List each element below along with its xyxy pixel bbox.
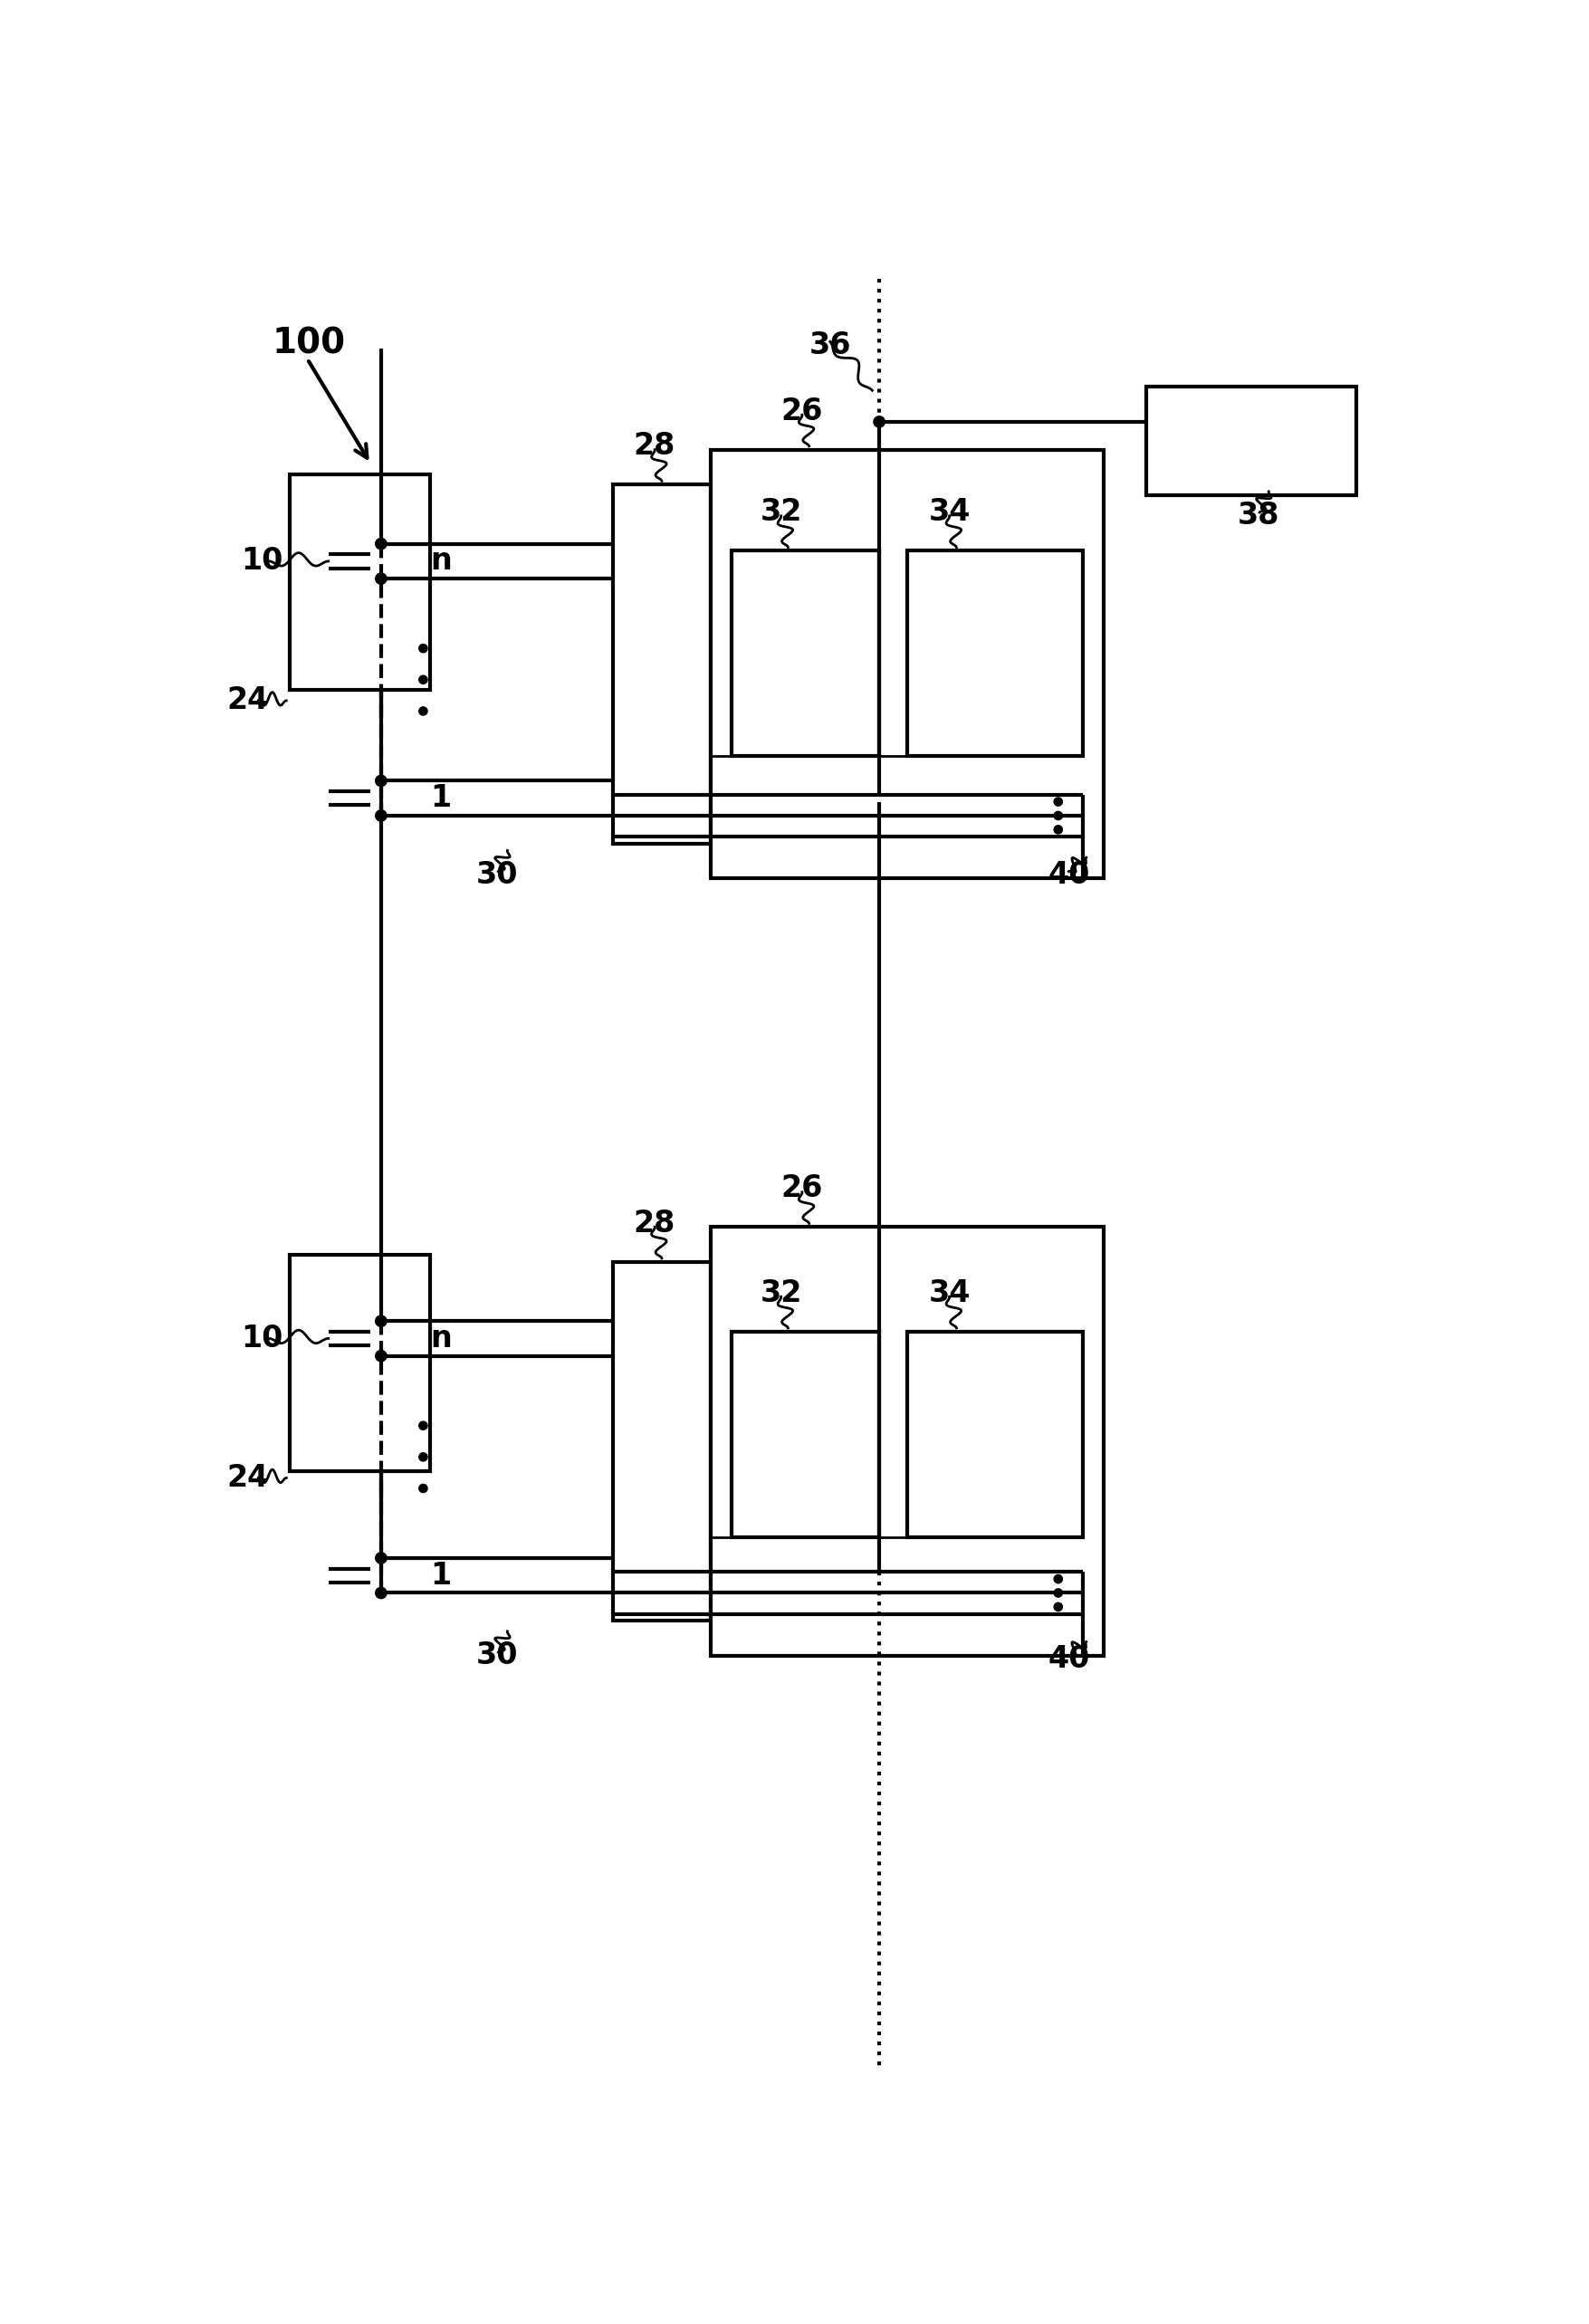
Bar	[613, 483, 710, 844]
Circle shape	[375, 1587, 386, 1599]
Circle shape	[419, 1452, 427, 1462]
Text: 36: 36	[809, 330, 852, 360]
Circle shape	[375, 776, 386, 786]
Circle shape	[874, 416, 885, 428]
Text: 32: 32	[760, 497, 802, 528]
Circle shape	[1054, 1576, 1063, 1583]
Bar	[733, 551, 879, 755]
Text: 10: 10	[240, 546, 283, 576]
Circle shape	[419, 676, 427, 683]
Text: 30: 30	[475, 860, 518, 890]
Text: 28: 28	[634, 1208, 675, 1239]
Circle shape	[1054, 811, 1063, 820]
Text: 1: 1	[431, 783, 451, 813]
Text: 1: 1	[431, 1559, 451, 1590]
Text: 26: 26	[782, 1174, 823, 1204]
Bar	[733, 1332, 879, 1536]
Circle shape	[419, 1485, 427, 1492]
Bar	[1146, 386, 1357, 495]
Circle shape	[375, 811, 386, 820]
Bar	[710, 1227, 1104, 1655]
Text: 10: 10	[240, 1325, 283, 1353]
Text: 38: 38	[1238, 502, 1279, 530]
Text: 34: 34	[928, 1278, 971, 1308]
Circle shape	[375, 539, 386, 548]
Text: 26: 26	[782, 397, 823, 425]
Bar	[289, 474, 431, 690]
Text: 32: 32	[760, 1278, 802, 1308]
Text: 28: 28	[634, 432, 675, 460]
Text: 34: 34	[928, 497, 971, 528]
Circle shape	[1054, 797, 1063, 806]
Circle shape	[419, 644, 427, 653]
Circle shape	[419, 706, 427, 716]
Circle shape	[1054, 1590, 1063, 1597]
Circle shape	[375, 1552, 386, 1564]
Circle shape	[419, 1422, 427, 1429]
Circle shape	[375, 574, 386, 583]
Bar	[907, 551, 1082, 755]
Bar	[907, 1332, 1082, 1536]
Text: 30: 30	[475, 1641, 518, 1671]
Text: n: n	[431, 1325, 451, 1353]
Text: n: n	[431, 546, 451, 576]
Circle shape	[375, 1315, 386, 1327]
Circle shape	[1054, 1604, 1063, 1611]
Bar	[710, 449, 1104, 878]
Text: 40: 40	[1047, 1643, 1090, 1673]
Bar	[613, 1262, 710, 1620]
Circle shape	[1054, 825, 1063, 834]
Text: 24: 24	[227, 686, 269, 716]
Circle shape	[375, 1350, 386, 1362]
Bar	[289, 1255, 431, 1471]
Text: 100: 100	[272, 325, 346, 360]
Text: 24: 24	[227, 1464, 269, 1492]
Text: 40: 40	[1047, 860, 1090, 890]
